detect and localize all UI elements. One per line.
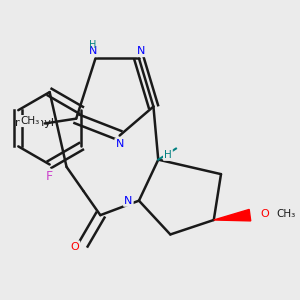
- Polygon shape: [214, 209, 251, 221]
- Text: O: O: [260, 209, 269, 219]
- Text: N: N: [124, 196, 133, 206]
- Text: H: H: [164, 150, 172, 160]
- Text: O: O: [70, 242, 79, 251]
- Text: N: N: [89, 46, 97, 56]
- Text: CH₃: CH₃: [277, 209, 296, 219]
- Text: N: N: [137, 46, 146, 56]
- Text: F: F: [46, 170, 53, 183]
- Text: methyl: methyl: [15, 118, 54, 128]
- Text: H: H: [89, 40, 97, 50]
- Text: N: N: [116, 139, 124, 149]
- Text: CH₃: CH₃: [21, 116, 40, 126]
